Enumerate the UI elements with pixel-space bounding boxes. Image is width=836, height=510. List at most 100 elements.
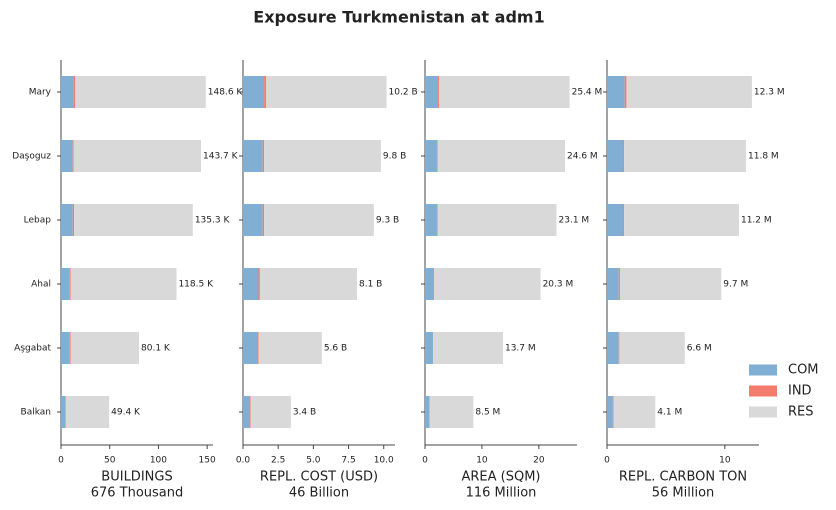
total-label: 20.3 M — [543, 280, 574, 290]
x-tick-label: 10 — [719, 456, 731, 466]
bar-segment — [264, 140, 381, 172]
bar-segment — [607, 140, 624, 172]
bar-segment — [75, 76, 206, 108]
bar-segment — [425, 204, 437, 236]
total-label: 9.3 B — [376, 216, 399, 226]
total-label: 24.6 M — [567, 152, 598, 162]
x-tick-label: 10.0 — [374, 456, 394, 466]
y-tick-label: Ahal — [31, 280, 51, 290]
bar-segment — [262, 204, 265, 236]
total-label: 9.7 M — [723, 280, 748, 290]
total-label: 80.1 K — [141, 344, 171, 354]
x-tick-label: 0 — [604, 456, 610, 466]
total-label: 8.1 B — [359, 280, 382, 290]
bar-segment — [72, 204, 75, 236]
legend-label: COM — [788, 363, 819, 378]
bar-segment — [243, 396, 251, 428]
x-axis-label: REPL. CARBON TON — [619, 470, 747, 485]
bar-segment — [433, 268, 435, 300]
total-label: 5.6 B — [324, 344, 347, 354]
total-label: 49.4 K — [111, 408, 141, 418]
total-label: 8.5 M — [475, 408, 500, 418]
bar-segment — [70, 332, 140, 364]
x-axis-label: AREA (SQM) — [461, 470, 540, 485]
bar-segment — [619, 268, 722, 300]
y-tick-label: Mary — [29, 88, 52, 98]
bar-segment — [61, 140, 73, 172]
legend-label: RES — [788, 405, 814, 420]
bar-segment — [618, 268, 620, 300]
bar-segment — [61, 332, 70, 364]
total-label: 135.3 K — [195, 216, 231, 226]
bar-segment — [61, 396, 66, 428]
bar-segment — [626, 76, 752, 108]
total-label: 10.2 B — [389, 88, 418, 98]
bar-segment — [425, 140, 437, 172]
bar-segment — [619, 332, 685, 364]
bar-segment — [429, 396, 474, 428]
total-label: 13.7 M — [505, 344, 536, 354]
bar-segment — [624, 76, 627, 108]
x-tick-label: 20 — [533, 456, 545, 466]
bar-segment — [61, 76, 74, 108]
total-label: 25.4 M — [572, 88, 603, 98]
bar-segment — [437, 140, 566, 172]
bar-segment — [425, 268, 434, 300]
y-tick-label: Daşoguz — [12, 152, 51, 162]
bar-segment — [623, 140, 625, 172]
legend-swatch — [749, 406, 777, 418]
total-label: 143.7 K — [203, 152, 239, 162]
bar-segment — [257, 332, 259, 364]
bar-segment — [250, 396, 251, 428]
x-tick-label: 150 — [199, 456, 216, 466]
y-tick-label: Aşgabat — [14, 344, 51, 354]
bar-segment — [624, 140, 747, 172]
bar-segment — [73, 140, 202, 172]
total-label: 148.6 K — [208, 88, 244, 98]
bar-segment — [243, 140, 263, 172]
x-axis-total: 46 Billion — [289, 486, 349, 501]
x-axis-total: 676 Thousand — [91, 486, 184, 501]
bar-segment — [436, 140, 438, 172]
bar-segment — [74, 204, 193, 236]
total-label: 11.2 M — [741, 216, 772, 226]
x-tick-label: 0 — [58, 456, 64, 466]
y-tick-label: Balkan — [21, 408, 51, 418]
legend-swatch — [749, 364, 777, 376]
legend-label: IND — [788, 384, 812, 399]
x-tick-label: 0 — [422, 456, 428, 466]
bar-segment — [438, 76, 440, 108]
bar-segment — [425, 332, 433, 364]
bar-segment — [612, 396, 614, 428]
bar-segment — [264, 204, 374, 236]
bar-segment — [258, 268, 260, 300]
bar-segment — [613, 396, 656, 428]
x-tick-label: 100 — [150, 456, 167, 466]
y-tick-label: Lebap — [24, 216, 52, 226]
total-label: 11.8 M — [748, 152, 779, 162]
bar-segment — [69, 332, 71, 364]
x-axis-label: BUILDINGS — [101, 470, 172, 485]
bar-segment — [425, 76, 439, 108]
total-label: 9.8 B — [383, 152, 406, 162]
total-label: 4.1 M — [657, 408, 682, 418]
bar-segment — [70, 268, 177, 300]
bar-segment — [439, 76, 570, 108]
bar-segment — [607, 268, 619, 300]
total-label: 6.6 M — [687, 344, 712, 354]
chart-title: Exposure Turkmenistan at adm1 — [253, 8, 544, 27]
bar-segment — [243, 204, 263, 236]
bar-segment — [623, 204, 625, 236]
bar-segment — [607, 396, 613, 428]
bar-segment — [607, 76, 625, 108]
x-axis-label: REPL. COST (USD) — [260, 470, 378, 485]
bar-segment — [69, 268, 71, 300]
bar-segment — [243, 332, 258, 364]
bar-segment — [258, 332, 322, 364]
bar-segment — [262, 140, 265, 172]
bar-segment — [618, 332, 620, 364]
total-label: 12.3 M — [754, 88, 785, 98]
total-label: 23.1 M — [559, 216, 590, 226]
bar-segment — [425, 396, 430, 428]
